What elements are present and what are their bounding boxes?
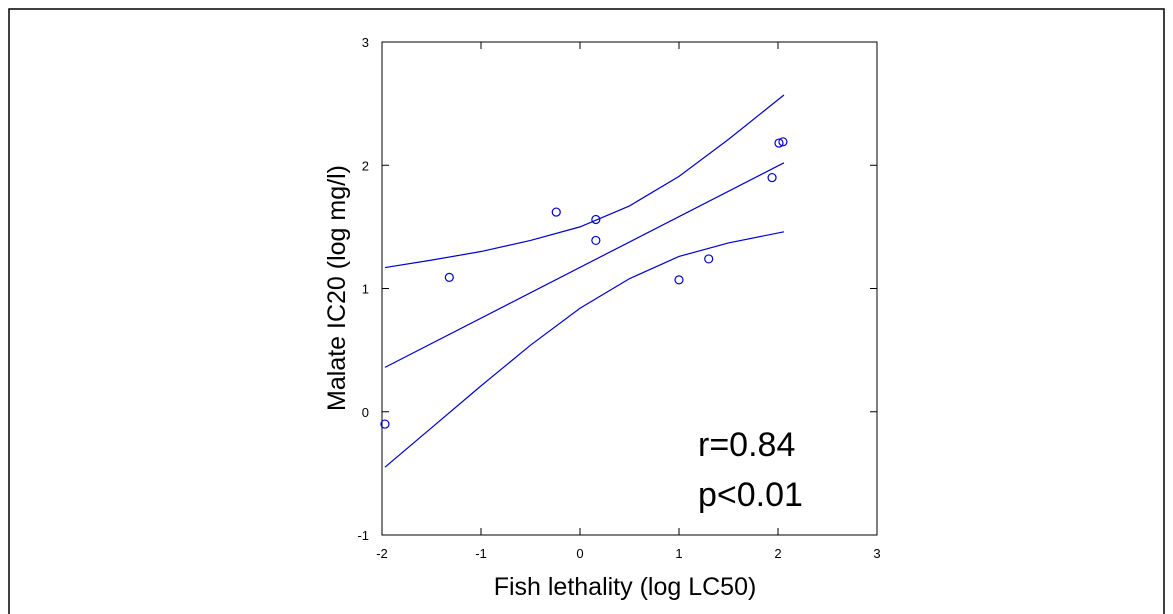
y-tick-label: 1 — [362, 282, 369, 297]
data-point — [591, 214, 601, 225]
x-tick-label: 3 — [873, 546, 880, 561]
data-point — [767, 172, 777, 183]
data-point — [380, 419, 390, 429]
y-tick-label: 2 — [362, 158, 369, 173]
y-tick-label: 0 — [362, 405, 369, 420]
x-tick-label: 1 — [675, 546, 682, 561]
x-tick-label: -1 — [475, 546, 487, 561]
data-point — [551, 207, 561, 217]
data-point — [778, 137, 788, 147]
y-tick-label: -1 — [357, 528, 369, 543]
data-point — [674, 275, 684, 285]
annotation: p<0.01 — [698, 476, 803, 514]
fit-line — [384, 231, 785, 468]
fit-line — [384, 162, 785, 368]
annotation: r=0.84 — [698, 426, 795, 464]
data-point — [444, 272, 454, 283]
y-tick-label: 3 — [362, 35, 369, 50]
data-point — [591, 235, 601, 246]
data-point — [774, 138, 784, 148]
x-axis-label: Fish lethality (log LC50) — [494, 573, 757, 601]
x-tick-label: 2 — [774, 546, 781, 561]
frame — [8, 8, 1165, 614]
data-point — [704, 254, 714, 264]
y-axis-label: Malate IC20 (log mg/l) — [323, 165, 351, 411]
plot-area — [381, 41, 878, 536]
x-tick-label: -2 — [376, 546, 388, 561]
fit-line — [384, 94, 785, 269]
x-tick-label: 0 — [576, 546, 583, 561]
